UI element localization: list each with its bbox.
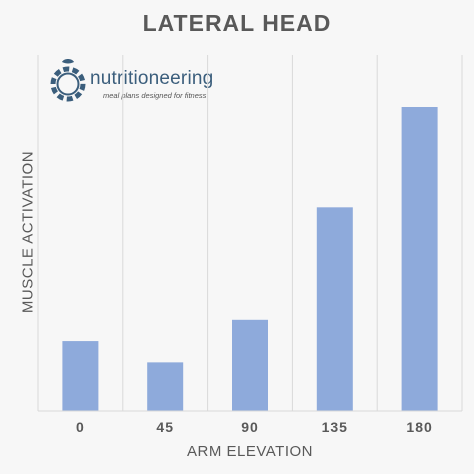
y-axis-label: MUSCLE ACTIVATION xyxy=(19,150,37,314)
logo: nutritioneering meal plans designed for … xyxy=(48,58,213,109)
chart-title: LATERAL HEAD xyxy=(142,10,332,36)
bar-90 xyxy=(232,319,268,411)
x-tick-label: 90 xyxy=(241,419,259,435)
bar-0 xyxy=(62,341,99,411)
x-tick-label: 0 xyxy=(76,419,85,435)
logo-name: nutritioneering xyxy=(90,68,214,89)
apple-gear-icon xyxy=(50,59,86,102)
logo-tagline: meal plans designed for fitness xyxy=(103,91,207,100)
x-axis-label: ARM ELEVATION xyxy=(187,443,313,460)
x-tick-label: 45 xyxy=(156,419,174,435)
bar-45 xyxy=(147,362,184,411)
bar-180 xyxy=(401,107,438,411)
x-tick-label: 180 xyxy=(406,419,432,435)
x-tick-label: 135 xyxy=(322,419,348,435)
bar-135 xyxy=(316,207,353,411)
